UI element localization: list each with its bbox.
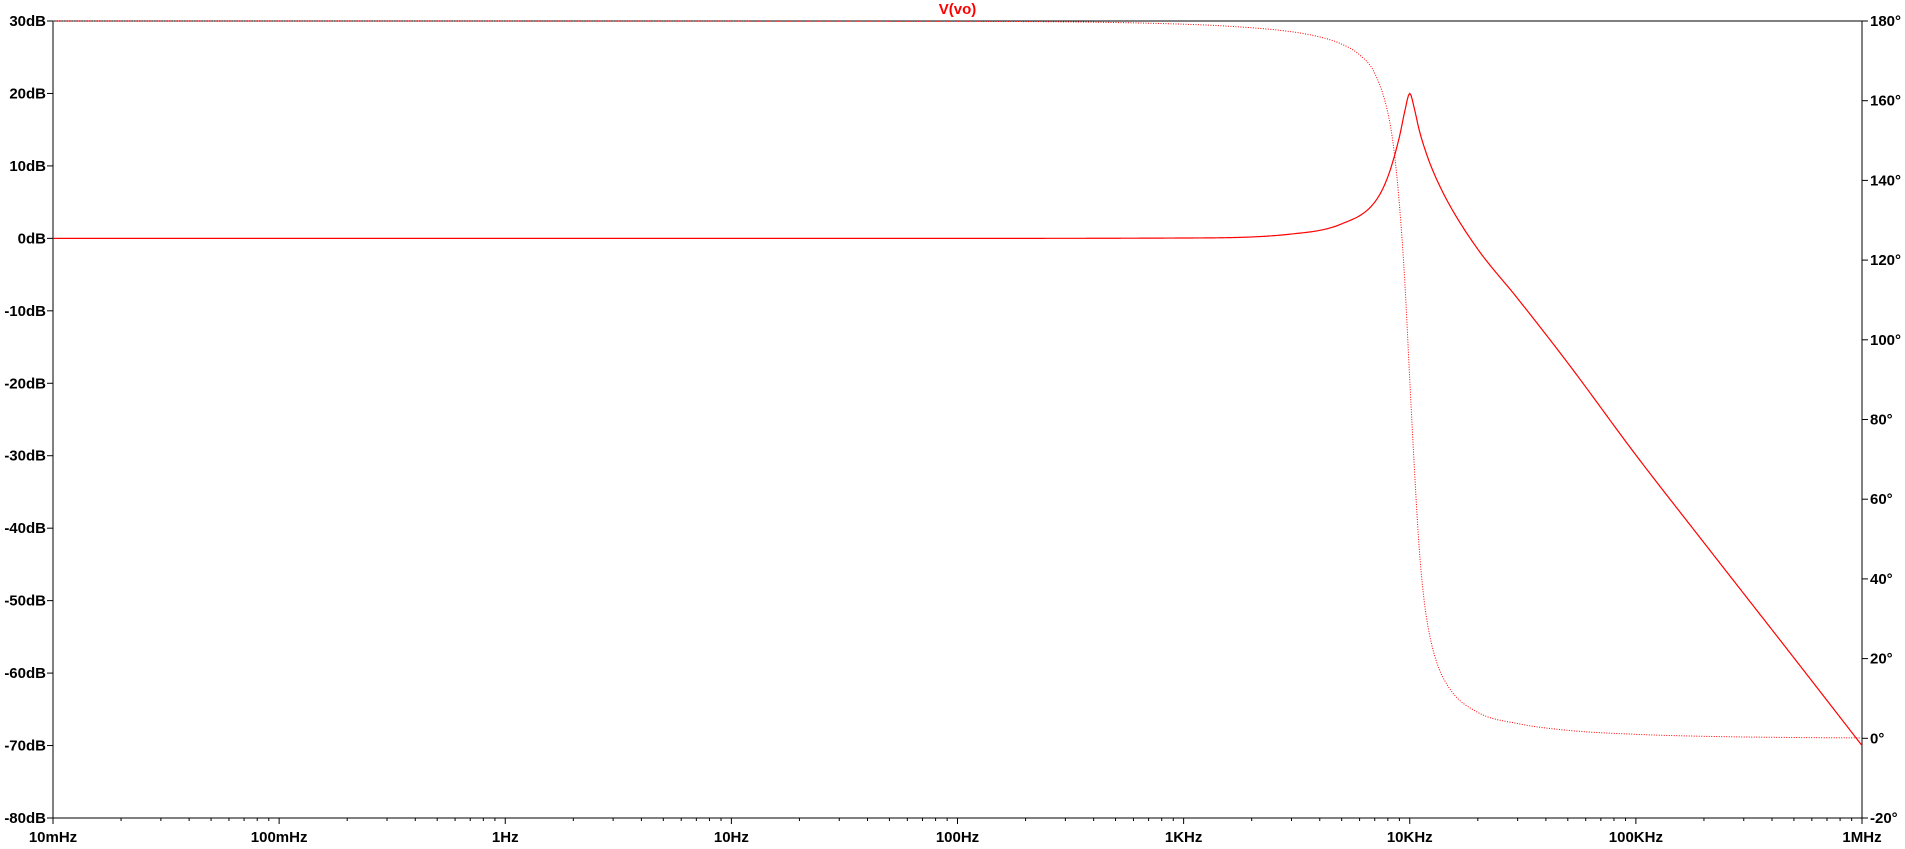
right-tick-labels: 180° 160° 140° 120° 100° 80° 60° 40° 20° 0° -20°	[1870, 13, 1901, 827]
left-tick-label: -70dB	[4, 738, 46, 755]
right-tick-label: 100°	[1870, 332, 1901, 349]
left-tick-labels: 30dB 20dB 10dB 0dB -10dB -20dB -30dB -40dB -50dB…	[4, 13, 46, 827]
x-tick-label: 10mHz	[29, 829, 77, 846]
x-tick-labels: 10mHz 100mHz 1Hz 10Hz 100Hz 1KHz 10KHz 100KHz 1M…	[29, 829, 1882, 846]
left-tick-label: 20dB	[9, 85, 46, 102]
x-tick-label: 10KHz	[1387, 829, 1433, 846]
right-tick-label: 0°	[1870, 730, 1884, 747]
chart-title: V(vo)	[939, 1, 977, 18]
x-tick-label: 1KHz	[1165, 829, 1203, 846]
magnitude-trace	[53, 92, 1863, 746]
x-tick-label: 100Hz	[936, 829, 979, 846]
right-tick-label: 40°	[1870, 571, 1893, 588]
right-tick-label: 140°	[1870, 172, 1901, 189]
plot-axes	[47, 20, 1868, 824]
right-tick-label: 180°	[1870, 13, 1901, 30]
plot-frame	[52, 20, 1863, 819]
right-tick-label: 60°	[1870, 491, 1893, 508]
x-tick-label: 10Hz	[714, 829, 749, 846]
right-tick-label: 120°	[1870, 252, 1901, 269]
left-tick-label: 0dB	[18, 230, 47, 247]
left-tick-label: 30dB	[9, 13, 46, 30]
plot-traces	[53, 20, 1863, 746]
right-tick-label: -20°	[1870, 810, 1898, 827]
right-tick-label: 80°	[1870, 412, 1893, 429]
right-tick-label: 20°	[1870, 651, 1893, 668]
phase-trace	[53, 20, 1863, 739]
x-tick-label: 100mHz	[251, 829, 308, 846]
x-tick-label: 1MHz	[1842, 829, 1881, 846]
right-tick-label: 160°	[1870, 93, 1901, 110]
x-tick-label: 1Hz	[492, 829, 519, 846]
left-tick-label: -30dB	[4, 448, 46, 465]
left-tick-label: -40dB	[4, 520, 46, 537]
left-tick-label: -80dB	[4, 810, 46, 827]
left-tick-label: -50dB	[4, 593, 46, 610]
left-tick-label: -20dB	[4, 375, 46, 392]
x-tick-label: 100KHz	[1609, 829, 1663, 846]
left-tick-label: -10dB	[4, 303, 46, 320]
left-tick-label: 10dB	[9, 158, 46, 175]
left-tick-label: -60dB	[4, 665, 46, 682]
